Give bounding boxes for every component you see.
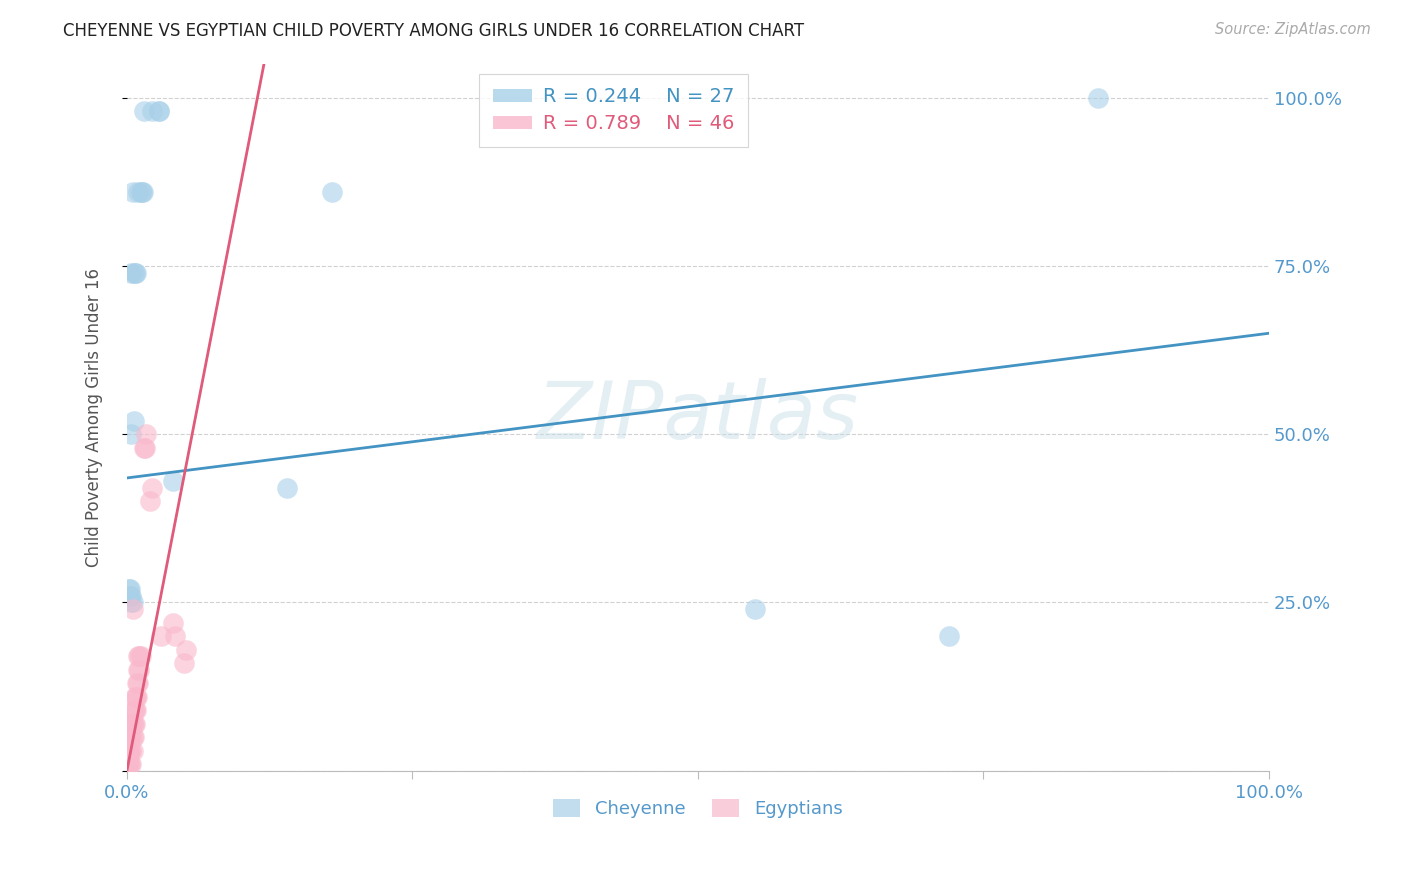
Point bbox=[125, 703, 148, 717]
Point bbox=[118, 730, 141, 744]
Point bbox=[131, 185, 153, 199]
Point bbox=[121, 427, 143, 442]
Point bbox=[122, 703, 145, 717]
Point bbox=[121, 266, 143, 280]
Point bbox=[117, 730, 139, 744]
Point bbox=[122, 730, 145, 744]
Point bbox=[121, 716, 143, 731]
Point bbox=[173, 656, 195, 670]
Point bbox=[124, 266, 146, 280]
Point bbox=[120, 589, 142, 603]
Point bbox=[121, 756, 143, 771]
Point bbox=[121, 589, 143, 603]
Point bbox=[148, 104, 170, 119]
Legend: Cheyenne, Egyptians: Cheyenne, Egyptians bbox=[546, 791, 849, 825]
Text: CHEYENNE VS EGYPTIAN CHILD POVERTY AMONG GIRLS UNDER 16 CORRELATION CHART: CHEYENNE VS EGYPTIAN CHILD POVERTY AMONG… bbox=[63, 22, 804, 40]
Point bbox=[132, 185, 155, 199]
Point bbox=[121, 185, 143, 199]
Point bbox=[162, 615, 184, 630]
Point bbox=[117, 743, 139, 757]
Point bbox=[141, 481, 163, 495]
Point bbox=[744, 602, 766, 616]
Point bbox=[150, 629, 173, 643]
Text: ZIPatlas: ZIPatlas bbox=[537, 378, 859, 457]
Point bbox=[120, 582, 142, 596]
Point bbox=[121, 743, 143, 757]
Point bbox=[117, 716, 139, 731]
Point bbox=[121, 730, 143, 744]
Point bbox=[121, 595, 143, 609]
Point bbox=[117, 756, 139, 771]
Point bbox=[127, 676, 149, 690]
Point bbox=[127, 185, 149, 199]
Point bbox=[128, 663, 150, 677]
Point bbox=[321, 185, 343, 199]
Point bbox=[120, 743, 142, 757]
Point bbox=[127, 663, 149, 677]
Point bbox=[176, 642, 198, 657]
Point bbox=[162, 475, 184, 489]
Point bbox=[127, 649, 149, 664]
Point bbox=[134, 441, 156, 455]
Point bbox=[148, 104, 170, 119]
Point bbox=[121, 595, 143, 609]
Point bbox=[141, 104, 163, 119]
Point bbox=[127, 676, 149, 690]
Point bbox=[118, 582, 141, 596]
Point bbox=[120, 716, 142, 731]
Point bbox=[124, 690, 146, 704]
Point bbox=[122, 266, 145, 280]
Point bbox=[128, 649, 150, 664]
Y-axis label: Child Poverty Among Girls Under 16: Child Poverty Among Girls Under 16 bbox=[86, 268, 103, 567]
Point bbox=[118, 756, 141, 771]
Point bbox=[125, 266, 148, 280]
Point bbox=[163, 629, 186, 643]
Point bbox=[121, 602, 143, 616]
Point bbox=[122, 414, 145, 428]
Point bbox=[124, 703, 146, 717]
Point bbox=[118, 743, 141, 757]
Point bbox=[135, 427, 157, 442]
Point bbox=[127, 690, 149, 704]
Point bbox=[120, 756, 142, 771]
Text: Source: ZipAtlas.com: Source: ZipAtlas.com bbox=[1215, 22, 1371, 37]
Point bbox=[121, 730, 143, 744]
Point bbox=[120, 730, 142, 744]
Point bbox=[129, 649, 152, 664]
Point bbox=[122, 716, 145, 731]
Point bbox=[124, 716, 146, 731]
Point bbox=[132, 104, 155, 119]
Point bbox=[1087, 91, 1109, 105]
Point bbox=[121, 716, 143, 731]
Point bbox=[132, 441, 155, 455]
Point bbox=[125, 690, 148, 704]
Point bbox=[276, 481, 298, 495]
Point bbox=[139, 494, 162, 508]
Point bbox=[121, 743, 143, 757]
Point bbox=[938, 629, 960, 643]
Point bbox=[129, 185, 152, 199]
Point bbox=[118, 716, 141, 731]
